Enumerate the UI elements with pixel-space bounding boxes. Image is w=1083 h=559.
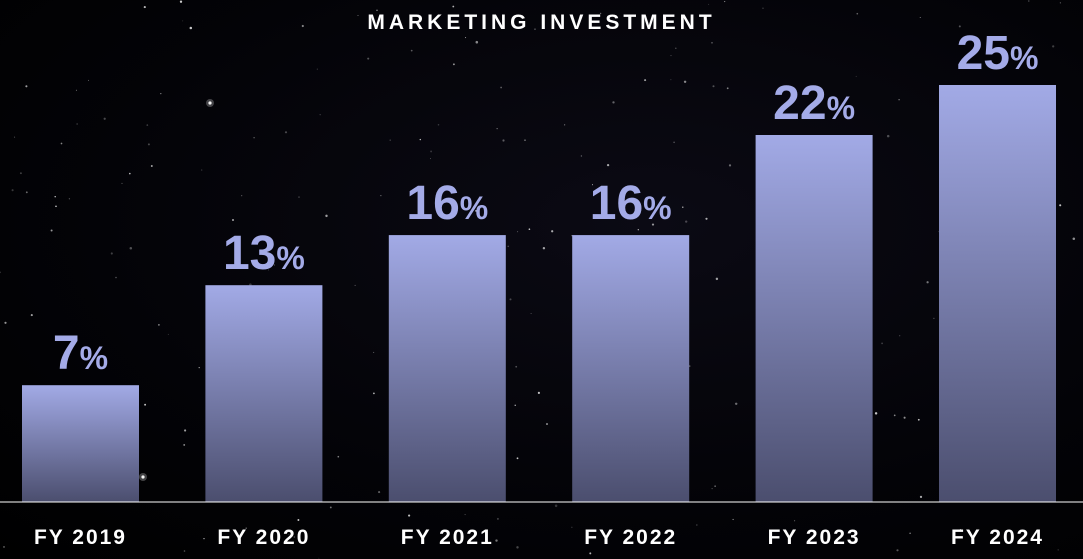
data-label: 7% xyxy=(53,327,108,380)
x-tick-label: FY 2019 xyxy=(34,526,127,549)
data-label: 16% xyxy=(406,177,488,230)
bar-fy-2019 xyxy=(22,385,139,502)
x-tick-label: FY 2023 xyxy=(768,526,861,549)
bar-fy-2020 xyxy=(205,285,323,502)
x-tick-label: FY 2020 xyxy=(217,526,310,549)
bar-fy-2022 xyxy=(572,235,690,502)
bar-fy-2023 xyxy=(755,135,873,502)
data-label: 13% xyxy=(223,227,305,280)
data-label: 22% xyxy=(773,77,855,130)
bar-fy-2024 xyxy=(939,85,1056,502)
data-label: 16% xyxy=(590,177,672,230)
x-tick-label: FY 2024 xyxy=(951,526,1044,549)
x-tick-label: FY 2022 xyxy=(584,526,677,549)
x-tick-label: FY 2021 xyxy=(401,526,494,549)
chart-title: MARKETING INVESTMENT xyxy=(367,11,716,34)
data-label: 25% xyxy=(957,27,1039,80)
bar-fy-2021 xyxy=(388,235,506,502)
